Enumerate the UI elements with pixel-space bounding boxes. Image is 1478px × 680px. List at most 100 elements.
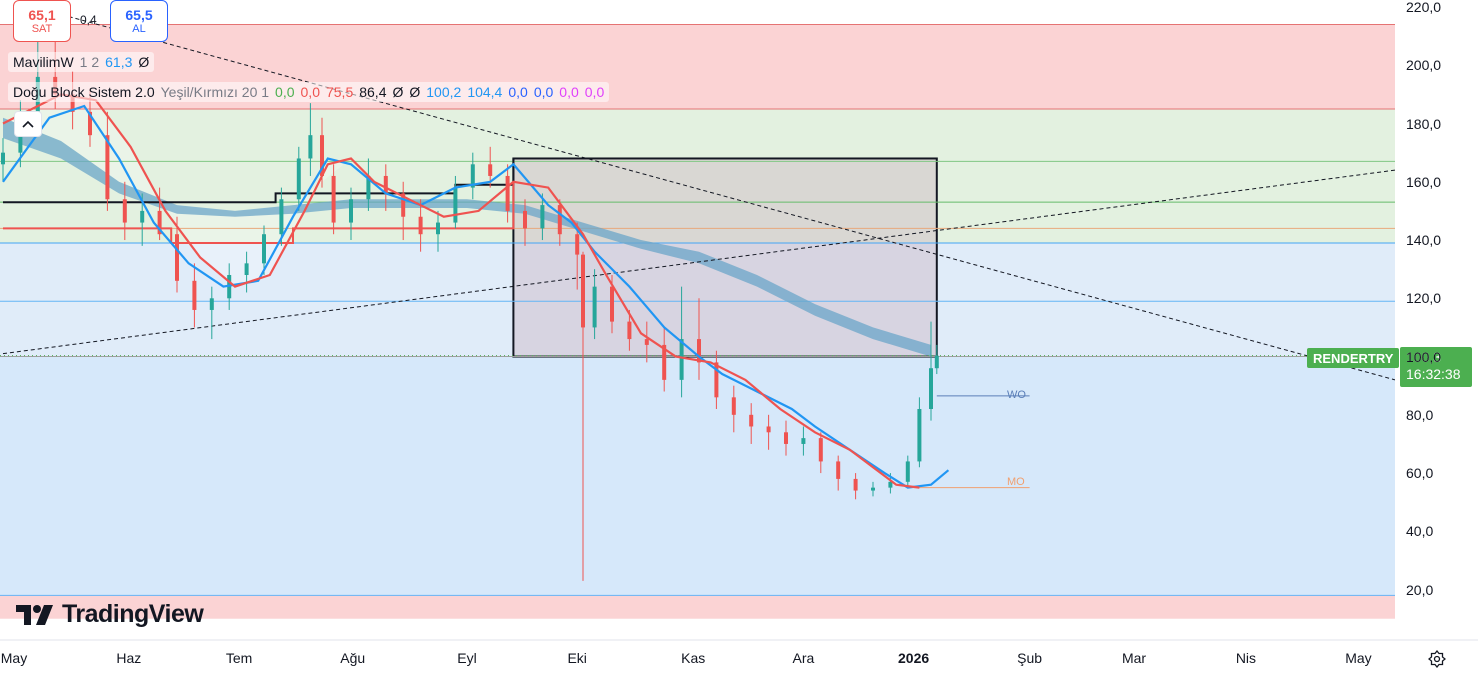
indicator-value: 0,0 bbox=[533, 84, 554, 100]
indicator-params: 1 2 bbox=[79, 54, 100, 70]
candle-body bbox=[853, 478, 858, 491]
candle-body bbox=[105, 135, 110, 200]
buy-button[interactable]: 65,5 AL bbox=[110, 0, 168, 42]
candle-body bbox=[929, 368, 933, 409]
legend-dogu-block[interactable]: Doğu Block Sistem 2.0 Yeşil/Kırmızı 20 1… bbox=[8, 82, 610, 102]
candle-body bbox=[157, 210, 162, 235]
y-tick-label: 160,0 bbox=[1406, 173, 1442, 190]
candle-body bbox=[279, 199, 284, 235]
legend-mavilimw[interactable]: MavilimW 1 2 61,3 Ø bbox=[8, 52, 155, 72]
candle-body bbox=[871, 487, 875, 491]
candle-body bbox=[662, 344, 667, 380]
y-tick-label: 100,0 bbox=[1406, 348, 1442, 365]
candle-body bbox=[610, 286, 614, 322]
candle-body bbox=[436, 222, 440, 235]
sell-price: 65,1 bbox=[28, 6, 56, 23]
candle-body bbox=[766, 426, 771, 433]
zone-band bbox=[0, 595, 1395, 619]
candle-body bbox=[488, 164, 493, 176]
candle-body bbox=[1, 152, 5, 165]
candle-body bbox=[505, 175, 510, 211]
trendline bbox=[55, 12, 1395, 381]
chevron-up-icon bbox=[22, 120, 34, 128]
candle-body bbox=[244, 263, 249, 275]
candle-body bbox=[296, 158, 301, 200]
candle-body bbox=[801, 438, 806, 444]
x-tick-label: Nis bbox=[1235, 650, 1257, 666]
bar-countdown: 16:32:38 bbox=[1406, 366, 1461, 382]
indicator-value: 0,0 bbox=[508, 84, 528, 100]
candle-body bbox=[366, 175, 371, 200]
candle-body bbox=[679, 339, 684, 380]
candle-body bbox=[383, 175, 388, 194]
candle-body bbox=[784, 432, 788, 444]
plot-area bbox=[0, 12, 1395, 619]
x-tick-label: Mar bbox=[1121, 650, 1147, 666]
x-tick-label: May bbox=[0, 650, 28, 666]
candle-body bbox=[749, 414, 754, 427]
zone-band bbox=[0, 108, 1395, 243]
y-tick-label: 200,0 bbox=[1406, 57, 1442, 74]
chart-settings-button[interactable] bbox=[1426, 648, 1448, 670]
candle-body bbox=[575, 234, 580, 255]
indicator-value: Ø bbox=[409, 84, 421, 100]
indicator-name: MavilimW bbox=[13, 54, 74, 70]
candle-body bbox=[453, 187, 458, 223]
indicator-params: Yeşil/Kırmızı 20 1 bbox=[160, 84, 270, 100]
candle-body bbox=[122, 199, 127, 223]
spread-value: 0,4 bbox=[80, 13, 97, 27]
indicator-value: 0,0 bbox=[275, 84, 295, 100]
candle-body bbox=[349, 199, 353, 223]
indicator-line bbox=[2, 93, 920, 489]
candle-body bbox=[905, 461, 910, 482]
y-tick-label: 140,0 bbox=[1406, 232, 1442, 249]
indicator-values: 0,0 0,0 75,5 86,4 Ø Ø 100,2 104,4 0,0 0,0 0,0 0,0 bbox=[275, 84, 604, 100]
candle-body bbox=[888, 481, 893, 488]
last-price-tag: 100,3 16:32:38 bbox=[1400, 347, 1472, 387]
block-step-line bbox=[3, 181, 515, 244]
x-tick-label: Eki bbox=[567, 650, 587, 666]
trendline bbox=[2, 169, 1395, 355]
indicator-value: Ø bbox=[392, 84, 404, 100]
candle-body bbox=[697, 339, 701, 363]
candle-body bbox=[320, 135, 324, 176]
tradingview-logo[interactable]: TradingView bbox=[16, 600, 204, 629]
buy-label: AL bbox=[132, 22, 146, 35]
zone-band bbox=[0, 356, 1395, 596]
candle-body bbox=[581, 254, 585, 328]
candle-body bbox=[523, 210, 527, 229]
candle-body bbox=[934, 355, 939, 369]
indicator-line bbox=[2, 104, 950, 489]
candle-body bbox=[308, 135, 313, 159]
candle-body bbox=[331, 175, 336, 223]
candle-body bbox=[470, 164, 475, 188]
logo-text: TradingView bbox=[62, 600, 204, 628]
x-tick-label: Kas bbox=[681, 650, 706, 666]
indicator-value: 61,3 bbox=[105, 54, 133, 70]
candle-body bbox=[644, 339, 649, 345]
indicator-name: Doğu Block Sistem 2.0 bbox=[13, 84, 155, 100]
y-tick-label: 220,0 bbox=[1406, 0, 1442, 15]
candle-body bbox=[540, 205, 545, 229]
y-tick-label: 60,0 bbox=[1406, 465, 1434, 482]
y-tick-label: 20,0 bbox=[1406, 581, 1434, 598]
candle-body bbox=[192, 280, 197, 310]
candle-body bbox=[917, 408, 922, 462]
buy-price: 65,5 bbox=[125, 6, 153, 23]
candle-body bbox=[401, 193, 406, 217]
candle-body bbox=[262, 234, 266, 264]
candle-body bbox=[70, 94, 75, 112]
x-tick-label: Şub bbox=[1017, 650, 1043, 666]
y-tick-label: 180,0 bbox=[1406, 115, 1442, 132]
candle-body bbox=[175, 234, 179, 281]
candle-body bbox=[731, 397, 736, 415]
candle-body bbox=[418, 216, 423, 235]
indicator-value: 75,5 bbox=[325, 84, 354, 100]
candle-body bbox=[836, 461, 841, 479]
collapse-legend-button[interactable] bbox=[14, 111, 42, 137]
indicator-value: 100,2 bbox=[426, 84, 462, 100]
indicator-value: 0,0 bbox=[584, 84, 605, 100]
sell-button[interactable]: 65,1 SAT bbox=[13, 0, 71, 42]
indicator-value: 86,4 bbox=[359, 84, 387, 100]
